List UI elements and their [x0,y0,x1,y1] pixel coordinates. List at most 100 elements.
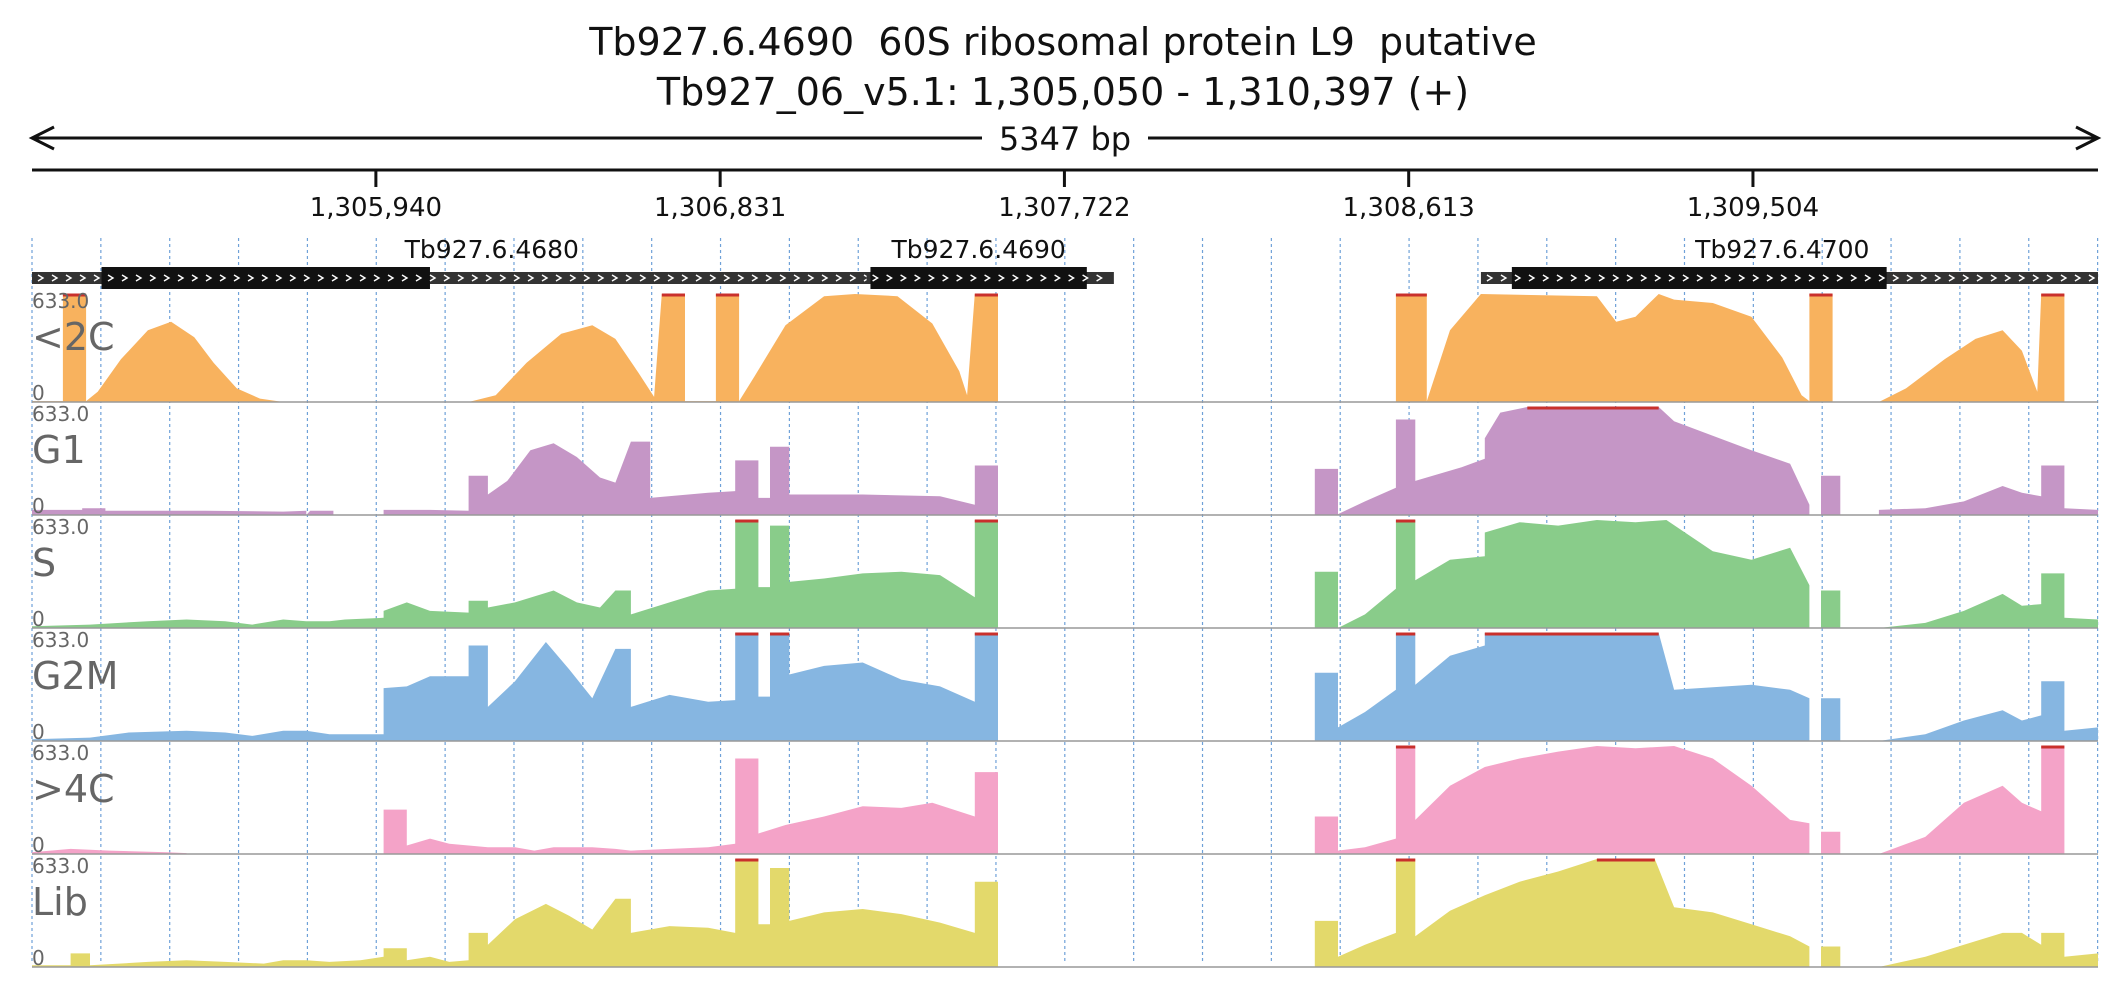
strand-arrow-icon [555,274,563,282]
strand-arrow-icon [1514,274,1522,282]
strand-arrow-icon [177,274,185,282]
strand-arrow-icon [737,274,745,282]
strand-arrow-icon [667,274,675,282]
strand-arrow-icon [1822,274,1830,282]
strand-arrow-icon [51,274,59,282]
strand-arrow-icon [471,274,479,282]
strand-arrow-icon [1990,274,1998,282]
tick-label: 1,307,722 [998,193,1130,223]
strand-arrow-icon [261,274,269,282]
tick-label: 1,305,940 [310,193,442,223]
strand-arrow-icon [2060,274,2068,282]
strand-arrow-icon [93,274,101,282]
tick-label: 1,309,504 [1687,193,1819,223]
strand-arrow-icon [527,274,535,282]
strand-arrow-icon [499,274,507,282]
strand-arrow-icon [1976,274,1984,282]
span-arrow-left-icon [28,125,55,151]
track-ymin-label: 0 [32,607,45,631]
strand-arrow-icon [331,274,339,282]
span-label: 5347 bp [999,120,1131,158]
tick-label: 1,306,831 [654,193,786,223]
strand-arrow-icon [1082,274,1089,282]
strand-arrow-icon [625,274,633,282]
strand-arrow-icon [1668,274,1676,282]
strand-arrow-icon [247,274,255,282]
strand-arrow-icon [998,274,1005,282]
strand-arrow-icon [513,274,521,282]
strand-arrow-icon [723,274,731,282]
strand-arrow-icon [135,274,143,282]
gene-label: Tb927.6.4690 [891,235,1066,264]
strand-arrow-icon [583,274,591,282]
strand-arrow-icon [233,274,241,282]
strand-arrow-icon [1836,274,1844,282]
locus-label: Tb927_06_v5.1: 1,305,050 - 1,310,397 (+) [656,70,1470,114]
track-name: G1 [32,428,86,472]
coverage-area [32,294,2098,402]
coverage-area [32,746,2098,854]
strand-arrow-icon [2018,274,2026,282]
strand-arrow-icon [191,274,199,282]
strand-arrow-icon [751,274,759,282]
strand-arrow-icon [1612,274,1620,282]
strand-arrow-icon [1808,274,1816,282]
strand-arrow-icon [1892,274,1900,282]
strand-arrow-icon [1766,274,1774,282]
strand-arrow-icon [1682,274,1690,282]
gene-title: Tb927.6.4690 60S ribosomal protein L9 pu… [589,20,1537,64]
strand-arrow-icon [1068,274,1075,282]
gene-cds [870,267,1087,289]
strand-arrow-icon [289,274,297,282]
strand-arrow-icon [695,274,703,282]
strand-arrow-icon [1598,274,1606,282]
strand-arrow-icon [597,274,605,282]
strand-arrow-icon [2088,274,2096,282]
gene-label: Tb927.6.4700 [1694,235,1869,264]
strand-arrow-icon [821,274,829,282]
coverage-area [32,859,2098,967]
strand-arrow-icon [807,274,815,282]
track-name: S [32,541,56,585]
track-name: <2C [32,315,115,359]
strand-arrow-icon [1040,274,1047,282]
strand-arrow-icon [1486,274,1494,282]
coverage-area [32,407,2098,515]
strand-arrow-icon [1500,274,1508,282]
strand-arrow-icon [415,274,423,282]
track-ymin-label: 0 [32,381,45,405]
strand-arrow-icon [541,274,549,282]
strand-arrow-icon [65,274,73,282]
strand-arrow-icon [457,274,465,282]
track-ymax-label: 633.0 [32,741,89,765]
track-ymin-label: 0 [32,946,45,970]
track-name: >4C [32,767,115,811]
strand-arrow-icon [793,274,801,282]
strand-arrow-icon [1710,274,1718,282]
strand-arrow-icon [443,274,451,282]
strand-arrow-icon [1906,274,1914,282]
strand-arrow-icon [149,274,157,282]
strand-arrow-icon [639,274,647,282]
strand-arrow-icon [681,274,689,282]
span-arrow-right-icon [2075,125,2102,151]
strand-arrow-icon [1654,274,1662,282]
strand-arrow-icon [205,274,213,282]
strand-arrow-icon [970,274,977,282]
track-ymax-label: 633.0 [32,515,89,539]
strand-arrow-icon [275,274,283,282]
strand-arrow-icon [984,274,991,282]
strand-arrow-icon [1096,274,1103,282]
strand-arrow-icon [2004,274,2012,282]
strand-arrow-icon [1752,274,1760,282]
strand-arrow-icon [653,274,661,282]
strand-arrow-icon [1780,274,1788,282]
strand-arrow-icon [1920,274,1928,282]
strand-arrow-icon [1570,274,1578,282]
gene-label: Tb927.6.4680 [404,235,579,264]
strand-arrow-icon [872,274,879,282]
strand-arrow-icon [1738,274,1746,282]
strand-arrow-icon [1528,274,1536,282]
strand-arrow-icon [1948,274,1956,282]
